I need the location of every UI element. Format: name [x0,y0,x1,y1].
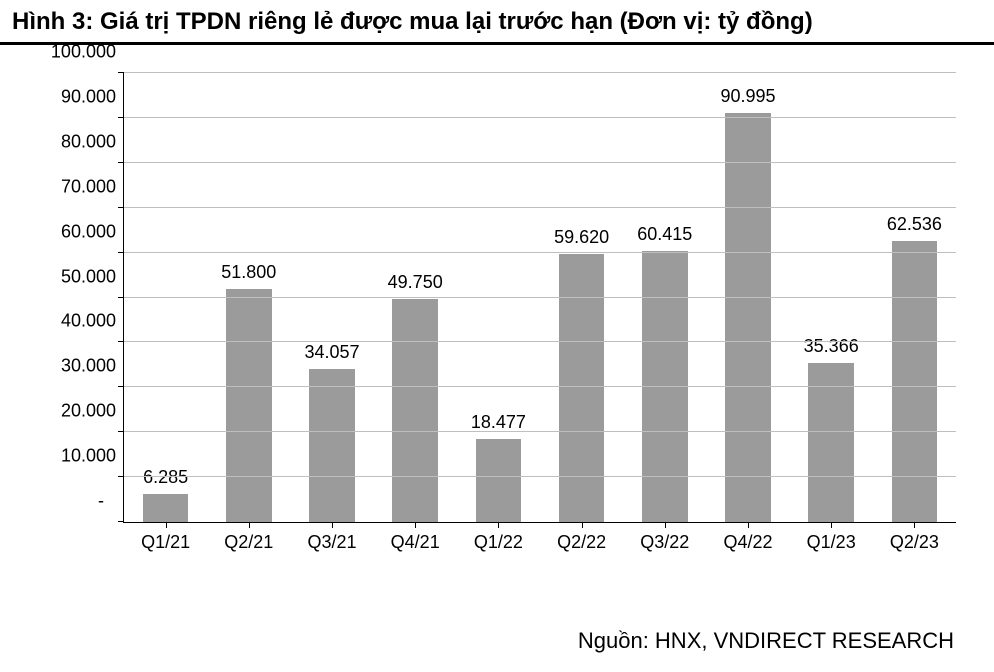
bar: 49.750 [392,299,438,522]
y-tick-mark [118,386,124,387]
bar-value-label: 62.536 [887,214,942,235]
x-tick-label: Q4/21 [391,532,440,553]
y-tick-mark [118,476,124,477]
y-tick-mark [118,521,124,522]
y-tick-label: 20.000 [61,401,116,422]
x-tick-label: Q3/22 [640,532,689,553]
bar: 62.536 [892,241,938,522]
x-tick-mark [332,522,333,528]
grid-line [124,72,956,73]
x-tick-mark [249,522,250,528]
bar: 59.620 [559,254,605,522]
grid-line [124,252,956,253]
x-tick-mark [415,522,416,528]
chart-title: Hình 3: Giá trị TPDN riêng lẻ được mua l… [0,0,994,45]
bar-value-label: 59.620 [554,227,609,248]
y-tick-mark [118,117,124,118]
grid-line [124,207,956,208]
x-tick-label: Q1/21 [141,532,190,553]
bar-value-label: 35.366 [804,336,859,357]
bar-value-label: 34.057 [304,342,359,363]
x-tick-mark [748,522,749,528]
y-tick-label: 30.000 [61,356,116,377]
chart-container: 6.285 51.800 34.057 49.750 18.477 59.620 60.41… [28,63,966,583]
x-tick-mark [498,522,499,528]
bar: 34.057 [309,369,355,522]
x-tick-label: Q2/22 [557,532,606,553]
bar: 90.995 [725,113,771,522]
y-tick-label: 40.000 [61,311,116,332]
bar-value-label: 6.285 [143,467,188,488]
y-tick-mark [118,162,124,163]
y-tick-mark [118,297,124,298]
grid-line [124,341,956,342]
bar-value-label: 18.477 [471,412,526,433]
bar-value-label: 51.800 [221,262,276,283]
y-tick-mark [118,207,124,208]
x-tick-mark [582,522,583,528]
x-tick-label: Q2/21 [224,532,273,553]
bar: 51.800 [226,289,272,522]
chart-source: Nguồn: HNX, VNDIRECT RESEARCH [578,628,954,654]
y-tick-label: 90.000 [61,86,116,107]
bar: 18.477 [476,439,522,522]
y-tick-label: - [98,491,104,512]
y-tick-label: 50.000 [61,266,116,287]
y-tick-mark [118,431,124,432]
grid-line [124,297,956,298]
x-tick-mark [166,522,167,528]
grid-line [124,117,956,118]
bars-layer: 6.285 51.800 34.057 49.750 18.477 59.620 60.41… [124,73,956,522]
bar-value-label: 49.750 [388,272,443,293]
y-tick-label: 100.000 [51,42,116,63]
x-tick-mark [831,522,832,528]
y-tick-label: 60.000 [61,221,116,242]
grid-line [124,476,956,477]
grid-line [124,386,956,387]
y-tick-mark [118,252,124,253]
x-tick-label: Q3/21 [307,532,356,553]
bar-value-label: 60.415 [637,224,692,245]
x-tick-label: Q1/22 [474,532,523,553]
grid-line [124,431,956,432]
plot-area: 6.285 51.800 34.057 49.750 18.477 59.620 60.41… [123,73,956,523]
x-tick-label: Q1/23 [807,532,856,553]
x-tick-mark [914,522,915,528]
x-tick-label: Q2/23 [890,532,939,553]
y-tick-label: 80.000 [61,131,116,152]
y-tick-label: 10.000 [61,446,116,467]
y-tick-mark [118,341,124,342]
bar: 6.285 [143,494,189,522]
grid-line [124,162,956,163]
bar-value-label: 90.995 [720,86,775,107]
x-tick-mark [665,522,666,528]
y-tick-label: 70.000 [61,176,116,197]
x-tick-label: Q4/22 [723,532,772,553]
y-tick-mark [118,72,124,73]
